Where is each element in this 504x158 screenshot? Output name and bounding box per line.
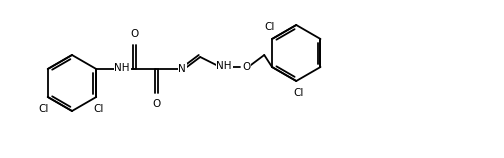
- Text: O: O: [152, 99, 160, 109]
- Text: Cl: Cl: [39, 104, 49, 114]
- Text: NH: NH: [217, 61, 232, 71]
- Text: Cl: Cl: [265, 22, 275, 32]
- Text: Cl: Cl: [293, 88, 303, 98]
- Text: O: O: [130, 29, 139, 39]
- Text: Cl: Cl: [93, 104, 103, 114]
- Text: NH: NH: [114, 63, 130, 73]
- Text: O: O: [242, 62, 250, 72]
- Text: N: N: [178, 64, 186, 74]
